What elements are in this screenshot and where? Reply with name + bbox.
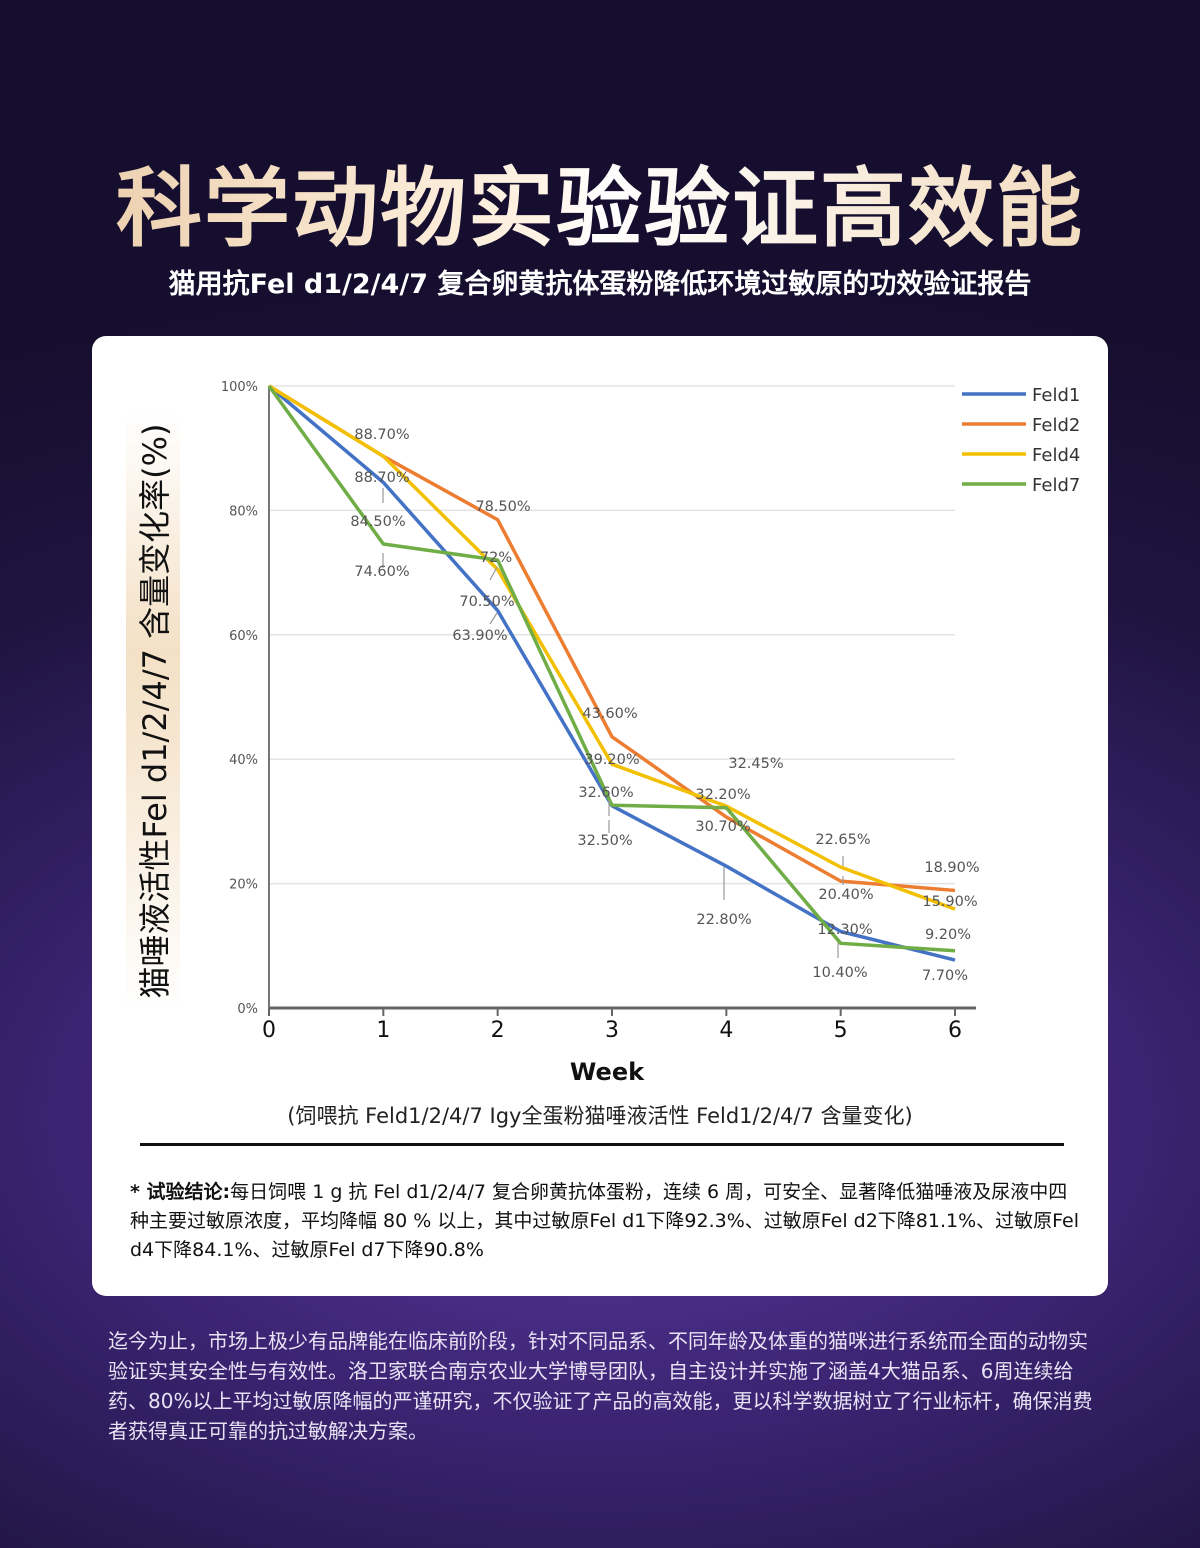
data-label: 84.50% bbox=[350, 514, 405, 530]
legend-label-feld1: Feld1 bbox=[1032, 385, 1080, 406]
data-label: 22.65% bbox=[815, 832, 870, 848]
data-label: 39.20% bbox=[584, 752, 639, 768]
data-label: 70.50% bbox=[459, 594, 514, 610]
data-label: 32.45% bbox=[728, 756, 783, 772]
data-label-leader bbox=[489, 566, 498, 581]
divider bbox=[140, 1143, 1064, 1146]
chart-card bbox=[92, 336, 1108, 1296]
data-label: 22.80% bbox=[696, 912, 751, 928]
y-tick-label: 0% bbox=[237, 1002, 258, 1017]
data-label: 15.90% bbox=[922, 894, 977, 910]
series-line-feld2 bbox=[268, 384, 956, 893]
x-tick-label: 4 bbox=[719, 1018, 733, 1043]
footer-paragraph: 迄今为止，市场上极少有品牌能在临床前阶段，针对不同品系、不同年龄及体重的猫咪进行… bbox=[108, 1329, 1093, 1443]
chart-caption: (饲喂抗 Feld1/2/4/7 Igy全蛋粉猫唾液活性 Feld1/2/4/7… bbox=[287, 1104, 913, 1128]
x-tick-label: 0 bbox=[262, 1018, 276, 1043]
y-tick-label: 40% bbox=[229, 753, 258, 768]
conclusion-label: * 试验结论: bbox=[130, 1181, 231, 1203]
data-label: 32.20% bbox=[695, 787, 750, 803]
data-label: 20.40% bbox=[818, 887, 873, 903]
y-tick-label: 80% bbox=[229, 504, 258, 519]
series-line-feld7 bbox=[267, 384, 956, 953]
page-subtitle: 猫用抗Fel d1/2/4/7 复合卵黄抗体蛋粉降低环境过敏原的功效验证报告 bbox=[168, 269, 1032, 300]
y-axis-label: 猫唾液活性Fel d1/2/4/7 含量变化率(%) bbox=[126, 411, 180, 1011]
data-label-leader bbox=[489, 612, 498, 625]
data-label: 32.50% bbox=[577, 833, 632, 849]
data-label: 7.70% bbox=[922, 968, 968, 984]
x-tick-label: 3 bbox=[605, 1018, 619, 1043]
x-tick-label: 2 bbox=[491, 1018, 505, 1043]
legend-label-feld7: Feld7 bbox=[1032, 475, 1080, 496]
data-label: 78.50% bbox=[475, 499, 530, 515]
data-label: 63.90% bbox=[452, 628, 507, 644]
data-label: 18.90% bbox=[924, 860, 979, 876]
y-tick-label: 20% bbox=[229, 878, 258, 893]
data-label: 9.20% bbox=[925, 927, 971, 943]
y-axis-label-wrap: 猫唾液活性Fel d1/2/4/7 含量变化率(%) bbox=[98, 386, 208, 1036]
y-tick-label: 60% bbox=[229, 629, 258, 644]
legend-label-feld4: Feld4 bbox=[1032, 445, 1080, 466]
conclusion-text: * 试验结论:每日饲喂 1 g 抗 Fel d1/2/4/7 复合卵黄抗体蛋粉，… bbox=[130, 1178, 1080, 1265]
line-chart: 0% 20% 40% 60% 80% 100% 0 1 2 3 4 5 6 Week Feld1 Feld2 F… bbox=[221, 380, 1081, 1086]
x-tick-label: 1 bbox=[376, 1018, 390, 1043]
y-tick-label: 100% bbox=[221, 380, 258, 395]
data-label: 10.40% bbox=[812, 965, 867, 981]
data-label: 88.70% bbox=[354, 470, 409, 486]
data-label: 88.70% bbox=[354, 427, 409, 443]
data-label: 12.30% bbox=[817, 922, 872, 938]
data-label: 43.60% bbox=[582, 706, 637, 722]
data-label: 74.60% bbox=[354, 564, 409, 580]
data-label: 72% bbox=[480, 550, 512, 566]
x-tick-label: 5 bbox=[834, 1018, 848, 1043]
series-line-feld4 bbox=[268, 384, 956, 911]
x-tick-label: 6 bbox=[948, 1018, 962, 1043]
conclusion-body: 每日饲喂 1 g 抗 Fel d1/2/4/7 复合卵黄抗体蛋粉，连续 6 周，… bbox=[130, 1181, 1080, 1261]
x-axis-label: Week bbox=[570, 1058, 645, 1086]
page-title: 科学动物实验验证高效能 bbox=[0, 138, 1200, 263]
legend-label-feld2: Feld2 bbox=[1032, 415, 1080, 436]
data-label: 30.70% bbox=[695, 819, 750, 835]
data-label: 32.60% bbox=[578, 785, 633, 801]
